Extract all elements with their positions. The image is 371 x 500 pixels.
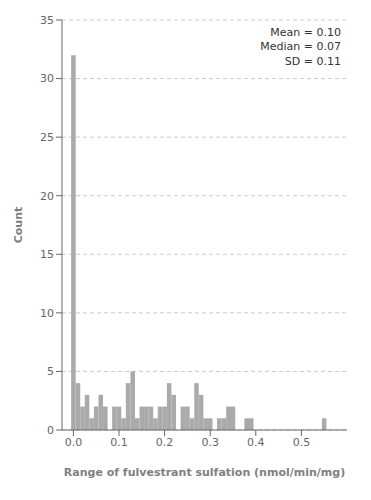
svg-text:0.1: 0.1 <box>110 436 128 449</box>
svg-text:25: 25 <box>40 131 54 144</box>
svg-text:0.3: 0.3 <box>201 436 219 449</box>
svg-text:5: 5 <box>47 365 54 378</box>
svg-text:0.5: 0.5 <box>293 436 311 449</box>
svg-text:30: 30 <box>40 72 54 85</box>
svg-text:0.4: 0.4 <box>247 436 265 449</box>
html-text:Mean = 0.10 Median = 0.07 SD =: Mean = 0.10 Median = 0.07 SD = 0.11 <box>260 26 341 68</box>
svg-text:10: 10 <box>40 307 54 320</box>
svg-text:0.0: 0.0 <box>65 436 83 449</box>
svg-text:0.2: 0.2 <box>156 436 174 449</box>
svg-text:0: 0 <box>47 424 54 437</box>
svg-text:Range of fulvestrant sulfation: Range of fulvestrant sulfation (nmol/min… <box>64 466 345 479</box>
svg-text:15: 15 <box>40 248 54 261</box>
svg-text:35: 35 <box>40 14 54 27</box>
svg-text:Count: Count <box>12 207 25 244</box>
svg-text:20: 20 <box>40 190 54 203</box>
